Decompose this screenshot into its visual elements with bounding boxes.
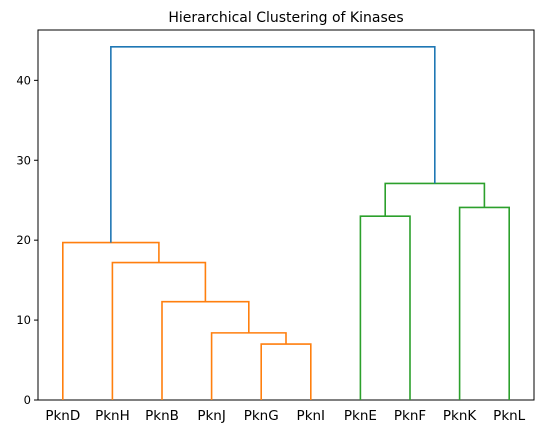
y-axis: 0 10 20 30 40 [16,73,38,407]
dendrogram-link [260,343,312,400]
x-tick-label: PknB [145,408,179,424]
x-tick-label: PknL [493,408,526,424]
dendrogram-link [110,45,436,243]
dendrogram-link [384,182,486,217]
x-tick-label: PknG [244,408,279,424]
x-tick-label: PknI [297,408,326,424]
x-tick-label: PknK [443,408,478,424]
plot-frame [37,29,535,401]
chart-title: Hierarchical Clustering of Kinases [168,10,403,26]
y-tick-label: 20 [16,233,31,247]
y-tick-label: 0 [24,393,31,407]
x-tick-label: PknF [394,408,426,424]
x-tick-label: PknE [344,408,377,424]
y-tick-label: 30 [16,153,31,167]
x-tick-label: PknH [95,408,130,424]
dendrogram-links [62,45,510,400]
dendrogram-link [210,332,287,400]
dendrogram-link [458,206,510,400]
x-tick-label: PknD [45,408,80,424]
dendrogram-link [62,241,160,400]
dendrogram-link [359,215,411,400]
y-tick-label: 40 [16,73,31,87]
x-tick-label: PknJ [197,408,226,424]
x-axis: PknD PknH PknB PknJ PknG PknI PknE PknF PknK PknL [45,408,525,424]
dendrogram-link [161,300,250,400]
y-tick-label: 10 [16,313,31,327]
dendrogram-link [111,261,207,400]
